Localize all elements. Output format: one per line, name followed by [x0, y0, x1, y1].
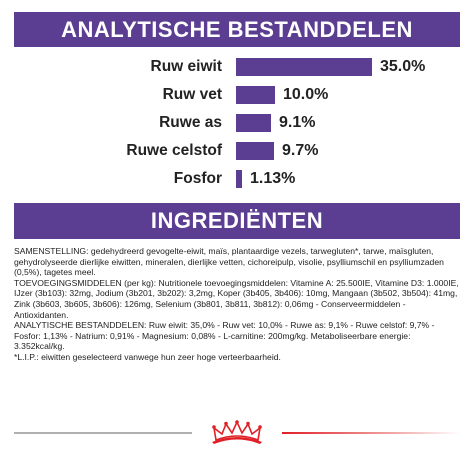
- ingredients-title-text: INGREDIËNTEN: [150, 208, 324, 233]
- bar-value: 10.0%: [283, 86, 329, 103]
- analysis-paragraph: ANALYTISCHE BESTANDDELEN: Ruw eiwit: 35,…: [14, 320, 435, 352]
- bar-value: 9.7%: [282, 142, 319, 159]
- analysis-title-text: ANALYTISCHE BESTANDDELEN: [61, 16, 413, 42]
- bar-row-ash: Ruwe as 9.1%: [0, 112, 474, 134]
- bar: [236, 86, 275, 104]
- bar-label: Ruwe celstof: [126, 142, 222, 159]
- footnote-paragraph: *L.I.P.: eiwitten geselecteerd vanwege h…: [14, 351, 281, 362]
- composition-paragraph: SAMENSTELLING: gedehydreerd gevogelte-ei…: [14, 246, 444, 278]
- bar-row-fibre: Ruwe celstof 9.7%: [0, 140, 474, 162]
- bar-value: 35.0%: [380, 58, 426, 75]
- analysis-title: ANALYTISCHE BESTANDDELEN: [14, 12, 460, 47]
- bar-label: Fosfor: [173, 170, 222, 187]
- bar: [236, 142, 274, 160]
- bar-row-protein: Ruw eiwit 35.0%: [0, 56, 474, 78]
- royal-canin-crown-logo: [212, 420, 262, 444]
- bar-row-fat: Ruw vet 10.0%: [0, 84, 474, 106]
- bar-value: 1.13%: [250, 170, 296, 187]
- bar-row-phosphorus: Fosfor 1.13%: [0, 168, 474, 190]
- footer-divider-left: [14, 432, 192, 434]
- ingredients-title: INGREDIËNTEN: [14, 203, 460, 239]
- bar-label: Ruw vet: [162, 86, 222, 103]
- additives-paragraph: TOEVOEGINGSMIDDELEN (per kg): Nutritione…: [14, 277, 459, 320]
- analysis-bar-chart: Ruw eiwit 35.0% Ruw vet 10.0% Ruwe as 9.…: [0, 56, 474, 196]
- bar-value: 9.1%: [279, 114, 316, 131]
- footer-divider-right: [282, 432, 460, 434]
- bar: [236, 114, 271, 132]
- bar: [236, 58, 372, 76]
- bar: [236, 170, 242, 188]
- ingredients-text: SAMENSTELLING: gedehydreerd gevogelte-ei…: [14, 246, 460, 363]
- bar-label: Ruw eiwit: [150, 58, 222, 75]
- bar-label: Ruwe as: [159, 114, 222, 131]
